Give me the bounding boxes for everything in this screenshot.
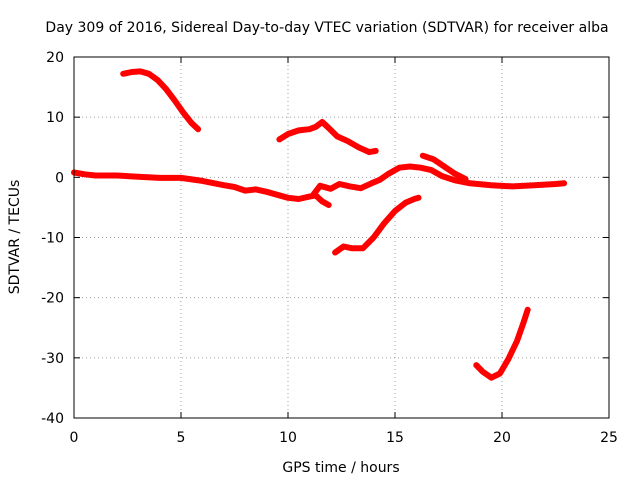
axis-ticks (73, 56, 610, 419)
data-series (71, 68, 568, 381)
y-axis-label: SDTVAR / TECUs (7, 180, 23, 295)
x-tick-label: 15 (386, 430, 404, 446)
series-arc-5 (419, 152, 469, 183)
x-axis-label: GPS time / hours (282, 460, 399, 476)
series-arc-3 (276, 119, 379, 156)
series-arc-2 (71, 169, 332, 208)
grid-lines (74, 57, 609, 418)
y-tick-label: 10 (46, 110, 64, 126)
series-arc-7 (473, 306, 531, 381)
y-tick-label: -40 (41, 411, 64, 427)
y-tick-labels: -40 -30 -20 -10 0 10 20 (41, 50, 64, 427)
series-arc-4 (310, 163, 568, 198)
x-tick-label: 25 (600, 430, 618, 446)
series-arc-1 (120, 68, 202, 133)
y-tick-label: 0 (55, 170, 64, 186)
y-tick-label: -30 (41, 351, 64, 367)
series-arc-6 (332, 194, 422, 256)
x-tick-labels: 0 5 10 15 20 25 (70, 430, 618, 446)
y-tick-label: 20 (46, 50, 64, 66)
x-tick-label: 0 (70, 430, 79, 446)
y-tick-label: -20 (41, 291, 64, 307)
chart-title: Day 309 of 2016, Sidereal Day-to-day VTE… (45, 20, 608, 36)
x-tick-label: 20 (493, 430, 511, 446)
x-tick-label: 10 (279, 430, 297, 446)
x-tick-label: 5 (177, 430, 186, 446)
y-tick-label: -10 (41, 231, 64, 247)
